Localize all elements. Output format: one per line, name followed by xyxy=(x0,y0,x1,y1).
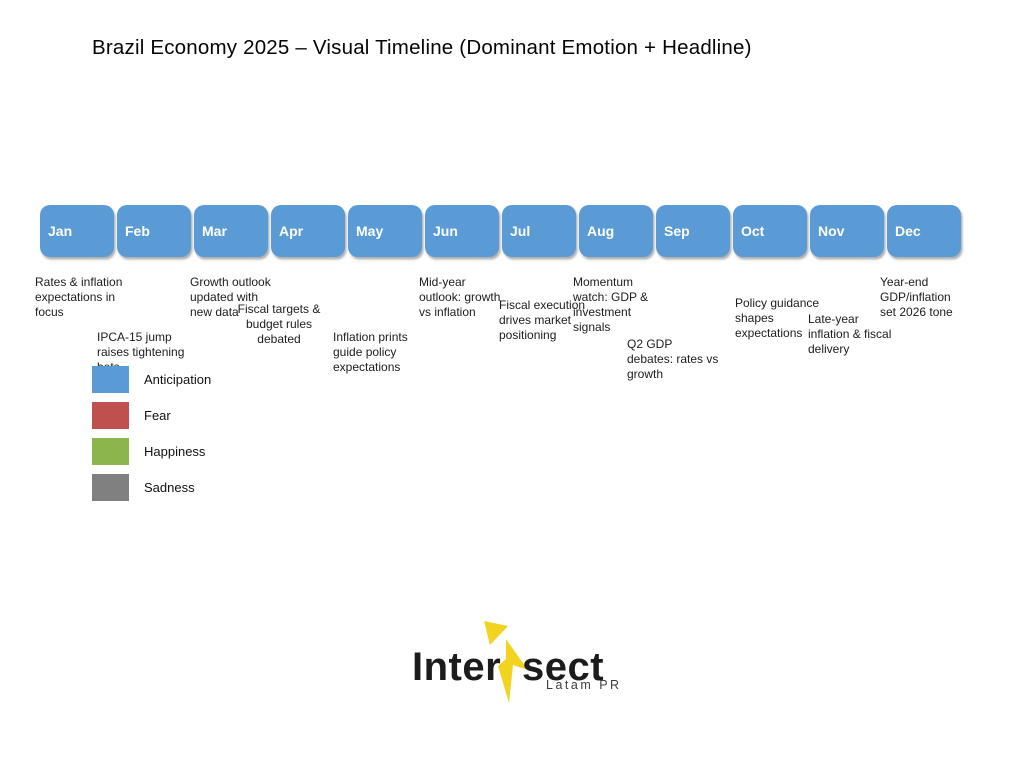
month-label-aug: Aug xyxy=(587,223,615,239)
legend-label-anticipation: Anticipation xyxy=(144,372,212,387)
timeline-month-nov: Nov xyxy=(810,205,884,257)
legend-swatch-happiness xyxy=(92,438,129,465)
month-label-oct: Oct xyxy=(741,223,765,239)
legend-swatch-sadness xyxy=(92,474,129,501)
month-label-nov: Nov xyxy=(818,223,845,239)
timeline-month-apr: Apr xyxy=(271,205,345,257)
page-title: Brazil Economy 2025 – Visual Timeline (D… xyxy=(92,36,752,59)
legend-label-fear: Fear xyxy=(144,408,171,423)
legend-item-happiness: Happiness xyxy=(92,438,205,465)
timeline-month-dec: Dec xyxy=(887,205,961,257)
month-label-sep: Sep xyxy=(664,223,690,239)
month-label-jul: Jul xyxy=(510,223,531,239)
legend-label-sadness: Sadness xyxy=(144,480,195,495)
headline-jul: Fiscal execution drives market positioni… xyxy=(499,298,586,342)
logo-word-inter: Inter xyxy=(412,645,502,689)
headline-mar: Growth outlook updated with new data xyxy=(190,275,271,319)
legend-swatch-anticipation xyxy=(92,366,129,393)
logo-tagline: Latam PR xyxy=(546,678,622,692)
timeline-month-jan: Jan xyxy=(40,205,114,257)
month-label-may: May xyxy=(356,223,384,239)
headline-may: Inflation prints guide policy expectatio… xyxy=(333,330,408,374)
intersect-logo: Inter sect Latam PR xyxy=(410,614,620,710)
headline-feb: IPCA-15 jump raises tightening bets xyxy=(97,330,185,374)
legend-label-happiness: Happiness xyxy=(144,444,206,459)
month-label-mar: Mar xyxy=(202,223,227,239)
month-label-jan: Jan xyxy=(48,223,73,239)
timeline-month-may: May xyxy=(348,205,422,257)
logo-bolt-icon xyxy=(484,621,528,703)
headline-nov: Late-year inflation & fiscal delivery xyxy=(808,312,892,356)
headline-oct: Policy guidance shapes expectations xyxy=(735,296,820,340)
headline-jan: Rates & inflation expectations in focus xyxy=(35,275,123,319)
headline-sep: Q2 GDP debates: rates vs growth xyxy=(627,337,719,381)
legend-swatch-fear xyxy=(92,402,129,429)
timeline-month-oct: Oct xyxy=(733,205,807,257)
timeline-month-mar: Mar xyxy=(194,205,268,257)
month-label-apr: Apr xyxy=(279,223,304,239)
headline-apr: Fiscal targets & budget rules debated xyxy=(237,302,321,346)
timeline-month-aug: Aug xyxy=(579,205,653,257)
headline-dec: Year-end GDP/inflation set 2026 tone xyxy=(880,275,953,319)
month-label-feb: Feb xyxy=(125,223,150,239)
logo-word-sect: sect xyxy=(522,645,605,689)
timeline-month-jul: Jul xyxy=(502,205,576,257)
timeline-month-jun: Jun xyxy=(425,205,499,257)
legend-item-sadness: Sadness xyxy=(92,474,195,501)
headline-jun: Mid-year outlook: growth vs inflation xyxy=(419,275,501,319)
month-label-dec: Dec xyxy=(895,223,921,239)
timeline-month-sep: Sep xyxy=(656,205,730,257)
legend-item-fear: Fear xyxy=(92,402,171,429)
headline-aug: Momentum watch: GDP & investment signals xyxy=(573,275,649,334)
timeline-month-feb: Feb xyxy=(117,205,191,257)
legend-item-anticipation: Anticipation xyxy=(92,366,211,393)
month-label-jun: Jun xyxy=(433,223,458,239)
